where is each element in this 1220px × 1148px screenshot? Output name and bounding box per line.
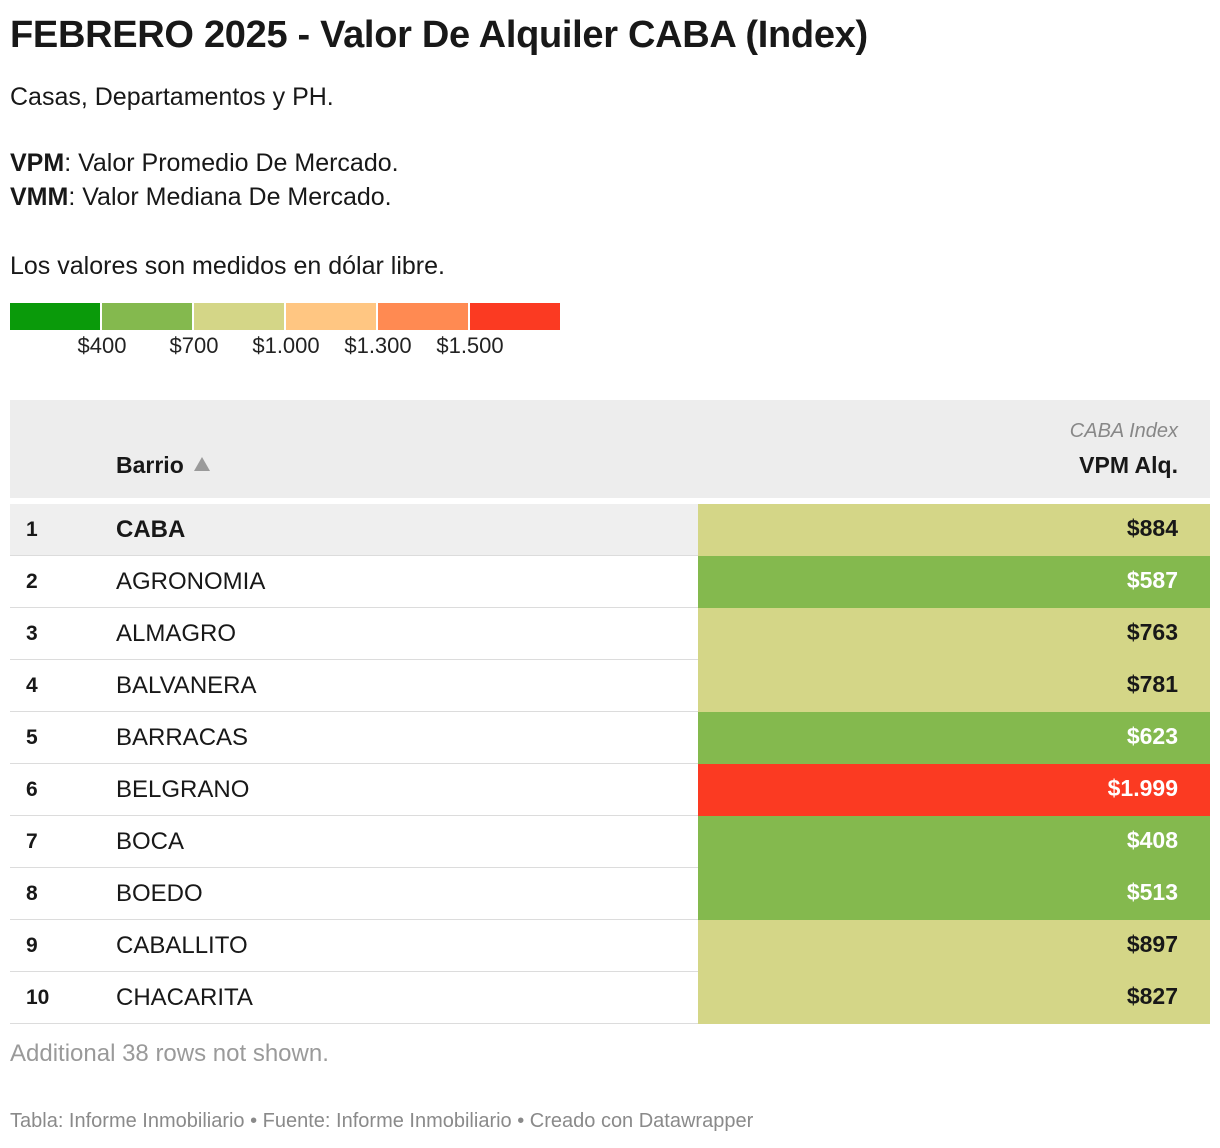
row-vpm-value: $587 (698, 556, 1210, 608)
barrio-column-header[interactable]: Barrio (116, 452, 210, 479)
row-barrio: BOEDO (116, 880, 203, 907)
legend-swatch (470, 303, 560, 330)
legend-swatch (286, 303, 376, 330)
table-row: 4 BALVANERA $781 (10, 660, 1210, 712)
more-rows-note: Additional 38 rows not shown. (10, 1040, 329, 1067)
row-barrio: BOCA (116, 828, 185, 855)
row-rank: 4 (26, 674, 38, 697)
definition-vpm-key: VPM (10, 149, 65, 177)
legend-swatch (194, 303, 284, 330)
legend-label: $400 (77, 333, 127, 358)
row-barrio: CABA (116, 516, 186, 543)
sort-ascending-icon[interactable] (193, 457, 210, 471)
row-rank: 1 (26, 518, 38, 541)
row-barrio: BALVANERA (116, 672, 257, 699)
vpm-column-header[interactable]: VPM Alq. (1079, 452, 1178, 478)
table-row: 2 AGRONOMIA $587 (10, 556, 1210, 608)
definition-vmm: VMM: Valor Mediana De Mercado. (10, 180, 392, 214)
row-rank: 9 (26, 934, 38, 957)
table-row: 10 CHACARITA $827 (10, 972, 1210, 1024)
row-rank: 10 (26, 986, 50, 1009)
table-row: 7 BOCA $408 (10, 816, 1210, 868)
table-row: 9 CABALLITO $897 (10, 920, 1210, 972)
row-rank: 5 (26, 726, 38, 749)
barrio-column-label: Barrio (116, 452, 184, 478)
definition-vpm: VPM: Valor Promedio De Mercado. (10, 146, 399, 180)
table-header: Barrio CABA Index VPM Alq. (10, 400, 1210, 498)
row-rank: 3 (26, 622, 38, 645)
legend-label: $1.300 (344, 333, 412, 358)
row-rank: 6 (26, 778, 38, 801)
table-body: 1 CABA $884 2 AGRONOMIA $587 3 ALMAGRO $763 4 BALV… (10, 504, 1210, 1024)
table-row: 8 BOEDO $513 (10, 868, 1210, 920)
row-barrio: CABALLITO (116, 932, 248, 959)
row-rank: 2 (26, 570, 38, 593)
row-vpm-value: $1.999 (698, 764, 1210, 816)
footer-credits: Tabla: Informe Inmobiliario • Fuente: In… (10, 1110, 754, 1132)
row-barrio: CHACARITA (116, 984, 253, 1011)
table-row: 3 ALMAGRO $763 (10, 608, 1210, 660)
table-row: 5 BARRACAS $623 (10, 712, 1210, 764)
table-row: 6 BELGRANO $1.999 (10, 764, 1210, 816)
row-rank: 7 (26, 830, 38, 853)
legend-swatch (378, 303, 468, 330)
subtitle: Casas, Departamentos y PH. (10, 83, 334, 111)
row-vpm-value: $513 (698, 868, 1210, 920)
row-vpm-value: $897 (698, 920, 1210, 972)
row-barrio: ALMAGRO (116, 620, 237, 647)
row-vpm-value: $827 (698, 972, 1210, 1024)
definition-vpm-text: : Valor Promedio De Mercado. (64, 149, 399, 177)
legend-swatch (102, 303, 192, 330)
row-vpm-value: $884 (698, 504, 1210, 556)
row-barrio: BELGRANO (116, 776, 250, 803)
table-row: 1 CABA $884 (10, 504, 1210, 556)
legend-label: $1.500 (436, 333, 504, 358)
definition-vmm-text: : Valor Mediana De Mercado. (68, 183, 392, 211)
legend-swatch (10, 303, 100, 330)
column-group-label: CABA Index (1069, 420, 1178, 442)
row-barrio: BARRACAS (116, 724, 249, 751)
page-title: FEBRERO 2025 - Valor De Alquiler CABA (I… (10, 14, 868, 56)
row-vpm-value: $623 (698, 712, 1210, 764)
currency-note: Los valores son medidos en dólar libre. (10, 252, 445, 280)
definition-vmm-key: VMM (10, 183, 69, 211)
row-rank: 8 (26, 882, 38, 905)
row-vpm-value: $781 (698, 660, 1210, 712)
legend-label: $1.000 (252, 333, 320, 358)
color-legend: $400 $700 $1.000 $1.300 $1.500 (10, 303, 570, 363)
legend-label: $700 (169, 333, 219, 358)
row-barrio: AGRONOMIA (116, 568, 266, 595)
row-vpm-value: $763 (698, 608, 1210, 660)
row-vpm-value: $408 (698, 816, 1210, 868)
